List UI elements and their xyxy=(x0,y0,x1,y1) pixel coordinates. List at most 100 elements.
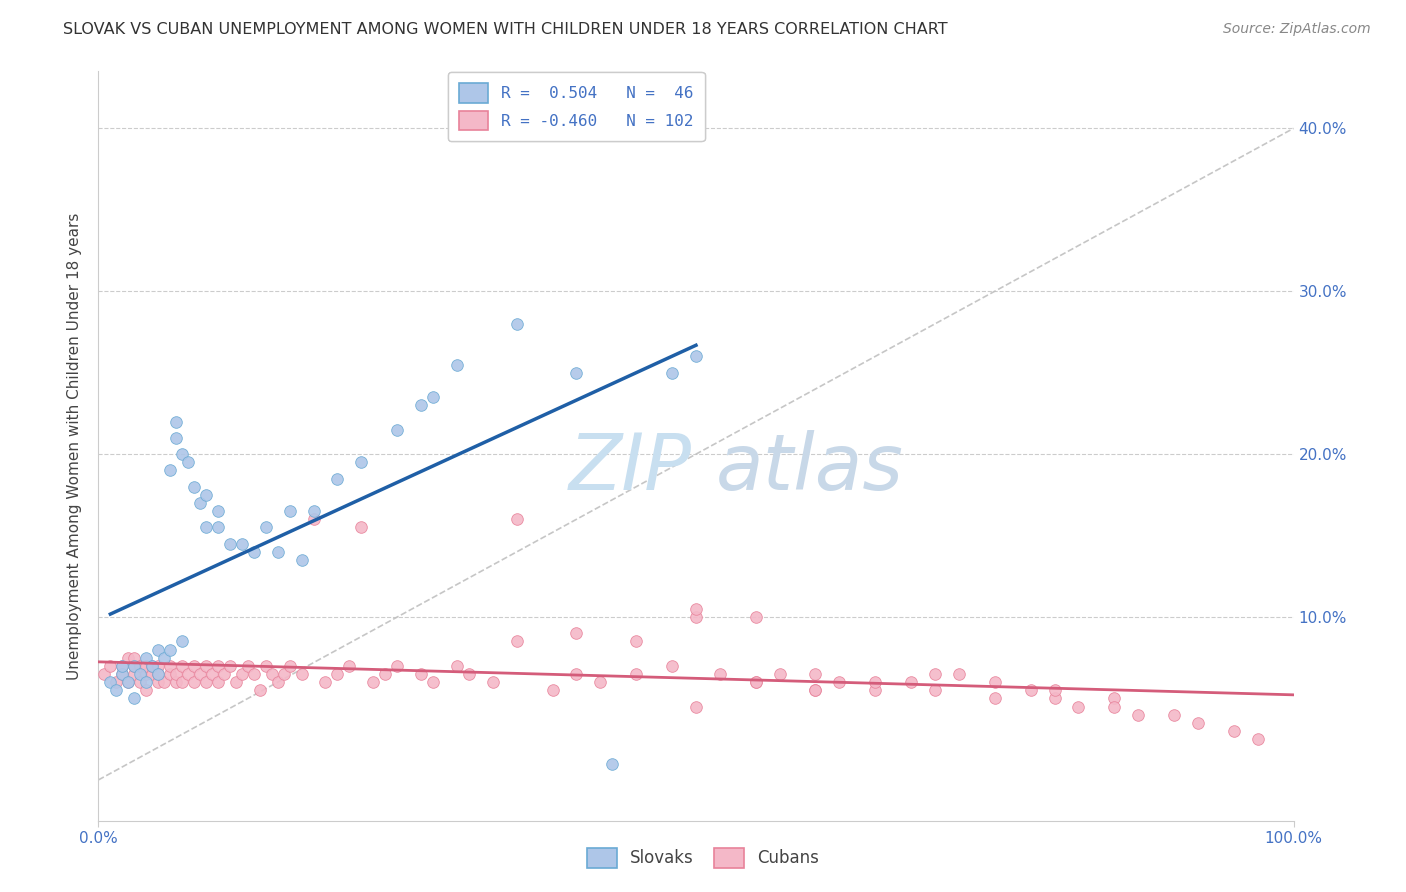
Point xyxy=(828,675,851,690)
Point xyxy=(105,683,128,698)
Point xyxy=(219,537,242,551)
Point xyxy=(135,683,157,698)
Text: Source: ZipAtlas.com: Source: ZipAtlas.com xyxy=(1223,22,1371,37)
Point xyxy=(446,659,468,673)
Point xyxy=(177,667,200,681)
Point xyxy=(302,504,325,518)
Point xyxy=(291,667,314,681)
Point xyxy=(1128,707,1150,722)
Point xyxy=(124,650,146,665)
Point xyxy=(745,675,768,690)
Point xyxy=(219,659,242,673)
Point xyxy=(1104,699,1126,714)
Point xyxy=(207,675,229,690)
Point xyxy=(1043,691,1066,706)
Point xyxy=(201,667,224,681)
Point xyxy=(98,659,122,673)
Point xyxy=(111,667,134,681)
Point xyxy=(195,488,218,502)
Point xyxy=(1043,683,1066,698)
Point xyxy=(159,642,181,657)
Point xyxy=(1187,715,1209,730)
Point xyxy=(124,691,146,706)
Point xyxy=(291,553,314,567)
Point xyxy=(565,366,588,380)
Point xyxy=(865,683,887,698)
Point xyxy=(924,667,946,681)
Point xyxy=(948,667,970,681)
Point xyxy=(685,699,707,714)
Point xyxy=(626,667,648,681)
Point xyxy=(165,667,187,681)
Point xyxy=(172,447,194,461)
Point xyxy=(661,659,683,673)
Point xyxy=(93,667,115,681)
Point xyxy=(153,675,176,690)
Point xyxy=(141,667,163,681)
Point xyxy=(243,667,266,681)
Point xyxy=(363,675,385,690)
Point xyxy=(148,659,170,673)
Point xyxy=(188,496,211,510)
Point xyxy=(177,455,200,469)
Point xyxy=(326,667,349,681)
Point xyxy=(602,756,624,771)
Point xyxy=(315,675,337,690)
Point xyxy=(589,675,612,690)
Point xyxy=(804,667,827,681)
Point xyxy=(207,659,229,673)
Point xyxy=(278,504,301,518)
Point xyxy=(129,675,152,690)
Point xyxy=(236,659,259,673)
Point xyxy=(626,634,648,648)
Point xyxy=(148,675,170,690)
Point xyxy=(159,463,181,477)
Point xyxy=(685,350,707,364)
Point xyxy=(153,650,176,665)
Point xyxy=(339,659,361,673)
Point xyxy=(148,642,170,657)
Point xyxy=(385,423,409,437)
Point xyxy=(124,659,146,673)
Point xyxy=(207,520,229,534)
Point xyxy=(350,520,373,534)
Point xyxy=(111,659,134,673)
Point xyxy=(124,667,146,681)
Point xyxy=(267,545,290,559)
Point xyxy=(183,675,205,690)
Point xyxy=(302,512,325,526)
Point xyxy=(225,675,247,690)
Text: SLOVAK VS CUBAN UNEMPLOYMENT AMONG WOMEN WITH CHILDREN UNDER 18 YEARS CORRELATIO: SLOVAK VS CUBAN UNEMPLOYMENT AMONG WOMEN… xyxy=(63,22,948,37)
Y-axis label: Unemployment Among Women with Children Under 18 years: Unemployment Among Women with Children U… xyxy=(67,212,83,680)
Point xyxy=(207,504,229,518)
Point xyxy=(1019,683,1042,698)
Point xyxy=(481,675,505,690)
Point xyxy=(804,683,827,698)
Point xyxy=(422,390,444,404)
Point xyxy=(98,675,122,690)
Point xyxy=(254,520,277,534)
Point xyxy=(165,415,187,429)
Point xyxy=(661,366,683,380)
Point xyxy=(141,659,163,673)
Point xyxy=(709,667,731,681)
Text: atlas: atlas xyxy=(716,431,904,507)
Point xyxy=(541,683,564,698)
Point xyxy=(1223,724,1246,739)
Point xyxy=(685,602,707,616)
Point xyxy=(159,659,181,673)
Point xyxy=(172,634,194,648)
Legend: R =  0.504   N =  46, R = -0.460   N = 102: R = 0.504 N = 46, R = -0.460 N = 102 xyxy=(449,72,704,141)
Point xyxy=(165,431,187,445)
Point xyxy=(135,659,157,673)
Point xyxy=(141,659,163,673)
Point xyxy=(506,317,529,331)
Point xyxy=(804,683,827,698)
Point xyxy=(411,398,433,412)
Legend: Slovaks, Cubans: Slovaks, Cubans xyxy=(581,841,825,875)
Point xyxy=(135,667,157,681)
Point xyxy=(135,650,157,665)
Point xyxy=(165,675,187,690)
Point xyxy=(148,667,170,681)
Point xyxy=(111,667,134,681)
